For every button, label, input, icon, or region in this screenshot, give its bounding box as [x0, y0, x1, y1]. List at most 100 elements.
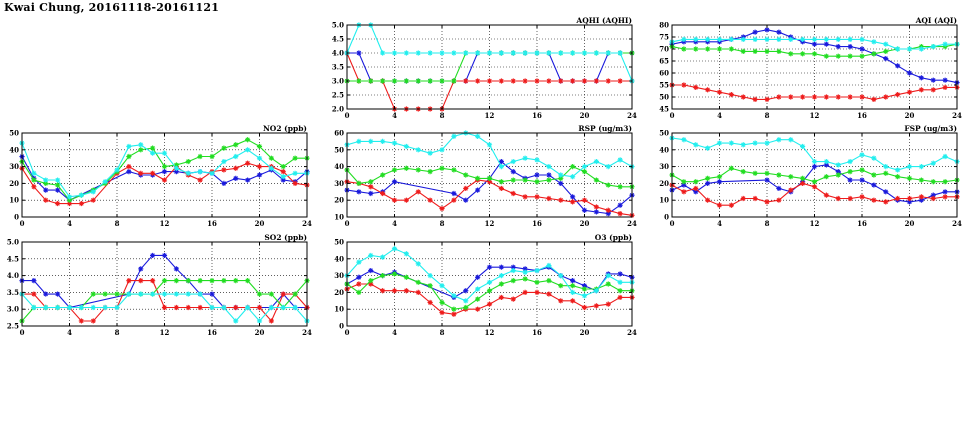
- fsp-xtick-label: 8: [765, 219, 770, 228]
- no2-point-green: [221, 145, 227, 151]
- o3-point-green: [581, 286, 588, 292]
- aqi-point-green: [752, 48, 758, 54]
- aqi-point-red: [752, 96, 758, 102]
- rsp-ytick-label: 50: [334, 145, 344, 154]
- no2-point-green: [55, 182, 61, 188]
- rsp-point-blue: [558, 180, 564, 186]
- o3-point-green: [451, 306, 457, 312]
- o3-point-red: [546, 291, 552, 297]
- o3-point-cyan: [439, 283, 445, 289]
- fsp-point-cyan: [788, 137, 794, 143]
- rsp-point-blue: [546, 172, 552, 178]
- no2-ytick-label: 0: [14, 213, 19, 222]
- aqi-point-blue: [764, 27, 770, 33]
- fsp-point-red: [883, 199, 889, 205]
- aqi-point-cyan: [764, 36, 770, 42]
- no2-point-blue: [221, 180, 227, 186]
- no2-point-red: [233, 165, 239, 171]
- rsp-point-cyan: [356, 138, 362, 144]
- aqhi-point-red: [546, 78, 552, 84]
- aqhi-point-red: [510, 78, 516, 84]
- aqhi-point-cyan: [581, 50, 588, 56]
- so2-ytick-label: 5.0: [7, 238, 19, 247]
- rsp-point-green: [534, 179, 540, 185]
- fsp-point-red: [728, 202, 734, 208]
- o3-point-cyan: [486, 279, 493, 285]
- o3-point-cyan: [605, 273, 611, 279]
- so2-point-cyan: [185, 291, 191, 297]
- rsp-point-red: [439, 206, 445, 212]
- so2-point-red: [78, 318, 84, 324]
- fsp-point-green: [740, 169, 746, 175]
- fsp-point-cyan: [942, 153, 948, 160]
- so2-xtick-label: 24: [302, 328, 312, 337]
- fsp-point-blue: [681, 182, 687, 188]
- so2-point-green: [233, 278, 239, 284]
- so2-point-blue: [209, 291, 215, 297]
- aqi-point-blue: [776, 29, 782, 35]
- fsp-point-cyan: [716, 140, 723, 146]
- aqhi-point-green: [380, 78, 386, 84]
- o3-point-cyan: [391, 246, 398, 252]
- aqi-point-green: [693, 46, 699, 52]
- o3-point-cyan: [558, 273, 564, 279]
- no2-point-green: [197, 153, 203, 160]
- so2-point-cyan: [245, 304, 251, 311]
- fsp-point-cyan: [906, 164, 913, 170]
- aqi-point-red: [895, 92, 901, 98]
- so2-point-blue: [161, 252, 168, 259]
- aqi-point-green: [883, 48, 889, 54]
- rsp-point-cyan: [498, 164, 504, 170]
- o3-point-red: [427, 299, 433, 306]
- o3-point-blue: [510, 264, 516, 270]
- rsp-point-red: [415, 189, 421, 195]
- no2-point-red: [245, 160, 251, 166]
- rsp-point-cyan: [380, 138, 386, 144]
- aqhi-point-green: [427, 78, 433, 84]
- o3-point-blue: [498, 264, 504, 270]
- o3-point-green: [391, 271, 398, 277]
- aqi-ytick-label: 75: [659, 33, 669, 42]
- aqi-point-cyan: [740, 36, 746, 42]
- aqi-point-blue: [883, 56, 889, 62]
- aqi-point-red: [823, 94, 829, 100]
- o3-xtick-label: 8: [440, 328, 445, 337]
- o3-xtick-label: 16: [532, 328, 542, 337]
- fsp-point-cyan: [800, 143, 806, 150]
- aqi-point-red: [681, 82, 687, 88]
- fsp-point-blue: [847, 177, 853, 183]
- fsp-point-cyan: [895, 167, 901, 173]
- aqi-point-red: [716, 89, 723, 95]
- aqhi-point-cyan: [486, 50, 493, 56]
- aqi-point-cyan: [847, 36, 853, 42]
- o3-point-cyan: [534, 267, 540, 274]
- rsp-point-red: [368, 184, 374, 190]
- fsp-point-blue: [918, 197, 924, 203]
- fsp-point-red: [811, 184, 818, 190]
- no2-point-green: [292, 155, 298, 161]
- aqi-point-red: [811, 94, 818, 100]
- so2-point-green: [161, 278, 168, 284]
- so2-point-green: [268, 291, 274, 297]
- aqhi-point-red: [593, 78, 599, 84]
- no2-point-cyan: [173, 165, 179, 171]
- aqhi-point-red: [486, 78, 493, 84]
- o3-point-green: [486, 288, 493, 294]
- so2-point-red: [126, 278, 132, 284]
- no2-point-green: [150, 145, 156, 151]
- rsp-point-blue: [368, 190, 374, 197]
- o3-ytick-label: 0: [339, 322, 344, 331]
- aqhi-point-cyan: [451, 50, 457, 56]
- so2-point-cyan: [43, 304, 49, 311]
- aqi-xtick-label: 16: [857, 111, 867, 120]
- aqhi-point-green: [403, 78, 409, 84]
- rsp-ytick-label: 30: [334, 179, 344, 188]
- aqi-point-red: [788, 94, 794, 100]
- no2-point-blue: [280, 177, 286, 183]
- no2-point-cyan: [268, 165, 274, 171]
- aqi-ytick-label: 65: [659, 57, 669, 66]
- aqi-point-red: [800, 94, 806, 100]
- no2-point-cyan: [114, 167, 120, 173]
- rsp-point-green: [486, 175, 493, 181]
- aqhi-point-cyan: [605, 50, 611, 56]
